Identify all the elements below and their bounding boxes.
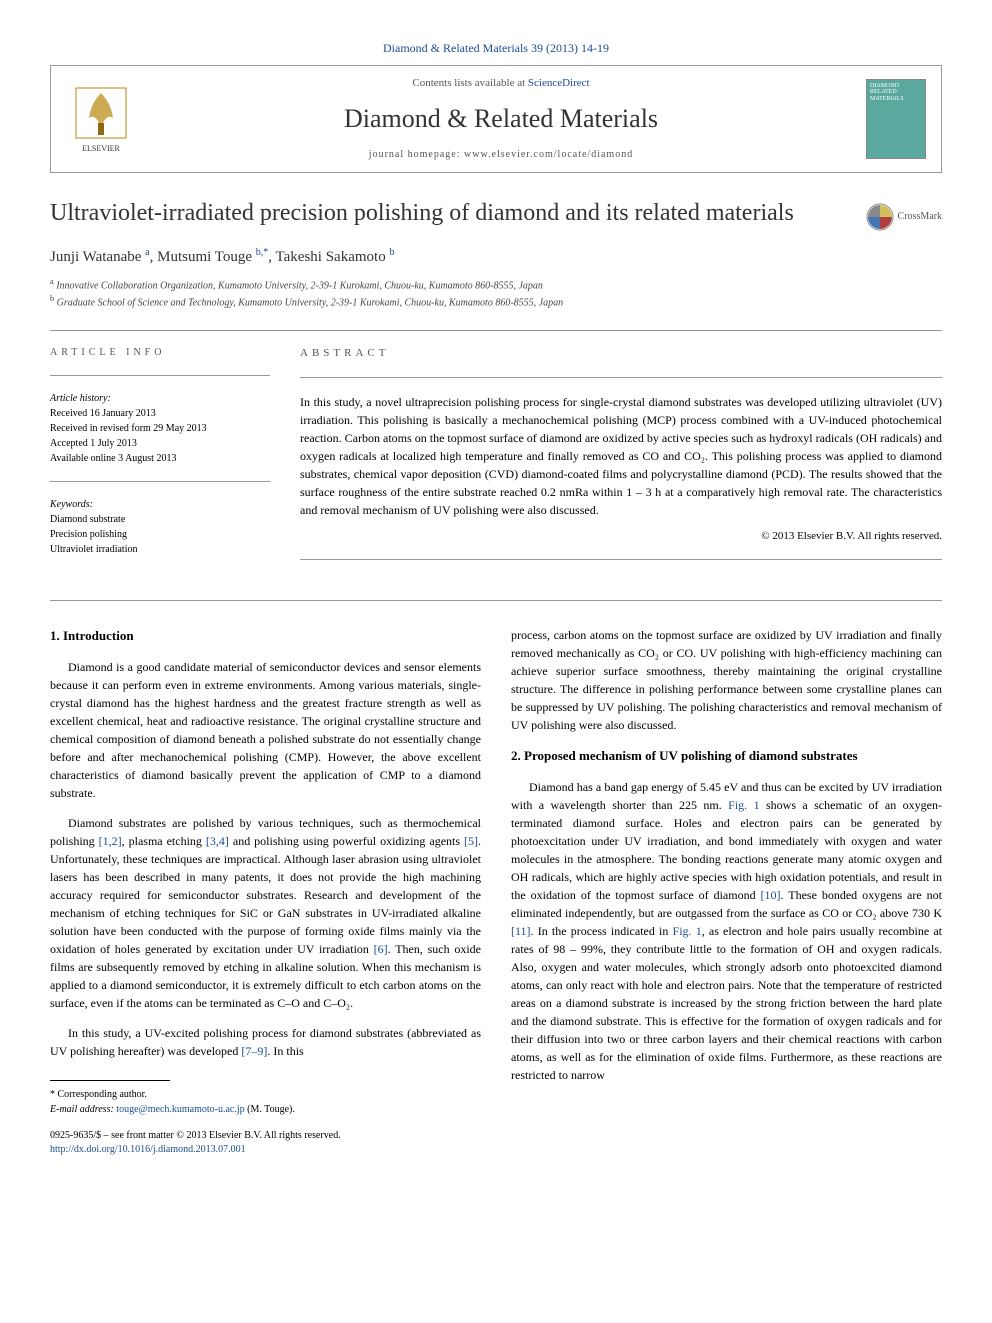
abstract-heading: ABSTRACT [300,346,942,361]
corresponding-author: * Corresponding author. [50,1087,481,1102]
homepage-prefix: journal homepage: [369,149,464,160]
divider [300,377,942,378]
affiliation-a: a Innovative Collaboration Organization,… [50,276,942,293]
history-label: Article history: [50,391,270,406]
crossmark-icon [866,203,894,231]
body-column-right: process, carbon atoms on the topmost sur… [511,626,942,1157]
body-paragraph: Diamond is a good candidate material of … [50,658,481,802]
journal-name: Diamond & Related Materials [136,101,866,137]
abstract-text: In this study, a novel ultraprecision po… [300,393,942,519]
affiliation-a-text: Innovative Collaboration Organization, K… [56,280,543,291]
affiliations: a Innovative Collaboration Organization,… [50,276,942,311]
divider [50,375,270,376]
footer-bottom: 0925-9635/$ – see front matter © 2013 El… [50,1129,481,1157]
homepage-url[interactable]: www.elsevier.com/locate/diamond [464,149,633,160]
body-paragraph: In this study, a UV-excited polishing pr… [50,1024,481,1060]
footer-notes: * Corresponding author. E-mail address: … [50,1087,481,1117]
elsevier-label: ELSEVIER [82,143,120,154]
contents-available-line: Contents lists available at ScienceDirec… [136,76,866,91]
crossmark-label: CrossMark [898,210,942,224]
keyword: Ultraviolet irradiation [50,542,270,557]
body-paragraph: Diamond has a band gap energy of 5.45 eV… [511,778,942,1084]
footer-divider [50,1080,170,1081]
keywords-label: Keywords: [50,497,270,512]
divider [50,330,942,331]
cover-line3: MATERIALS [870,96,922,103]
journal-homepage: journal homepage: www.elsevier.com/locat… [136,148,866,162]
header-citation[interactable]: Diamond & Related Materials 39 (2013) 14… [50,40,942,57]
contents-prefix: Contents lists available at [412,77,527,89]
journal-header: ELSEVIER Contents lists available at Sci… [50,65,942,173]
cover-line2: RELATED [870,89,922,96]
email-label: E-mail address: [50,1104,116,1115]
body-paragraph: process, carbon atoms on the topmost sur… [511,626,942,734]
email-suffix: (M. Touge). [245,1104,295,1115]
accepted-date: Accepted 1 July 2013 [50,436,270,451]
revised-date: Received in revised form 29 May 2013 [50,421,270,436]
sciencedirect-link[interactable]: ScienceDirect [528,77,590,89]
elsevier-tree-icon [71,83,131,143]
body-paragraph: Diamond substrates are polished by vario… [50,814,481,1012]
email-link[interactable]: touge@mech.kumamoto-u.ac.jp [116,1104,244,1115]
keyword: Diamond substrate [50,512,270,527]
issn-line: 0925-9635/$ – see front matter © 2013 El… [50,1129,481,1143]
crossmark-badge[interactable]: CrossMark [866,203,942,231]
affiliation-b: b Graduate School of Science and Technol… [50,293,942,310]
cover-line1: DIAMOND [870,83,922,90]
article-info-heading: ARTICLE INFO [50,346,270,360]
elsevier-logo: ELSEVIER [66,79,136,159]
divider [50,600,942,601]
online-date: Available online 3 August 2013 [50,451,270,466]
abstract-copyright: © 2013 Elsevier B.V. All rights reserved… [300,529,942,544]
journal-cover-thumbnail: DIAMOND RELATED MATERIALS [866,79,926,159]
divider [300,559,942,560]
email-line: E-mail address: touge@mech.kumamoto-u.ac… [50,1102,481,1117]
received-date: Received 16 January 2013 [50,406,270,421]
keyword: Precision polishing [50,527,270,542]
body-column-left: 1. Introduction Diamond is a good candid… [50,626,481,1157]
section-heading-2: 2. Proposed mechanism of UV polishing of… [511,746,942,766]
article-title: Ultraviolet-irradiated precision polishi… [50,198,846,229]
divider [50,481,270,482]
abstract-block: ABSTRACT In this study, a novel ultrapre… [300,346,942,575]
authors-line: Junji Watanabe a, Mutsumi Touge b,*, Tak… [50,246,942,268]
affiliation-b-text: Graduate School of Science and Technolog… [57,297,563,308]
section-heading-1: 1. Introduction [50,626,481,646]
doi-link[interactable]: http://dx.doi.org/10.1016/j.diamond.2013… [50,1144,246,1155]
article-info-block: ARTICLE INFO Article history: Received 1… [50,346,270,575]
